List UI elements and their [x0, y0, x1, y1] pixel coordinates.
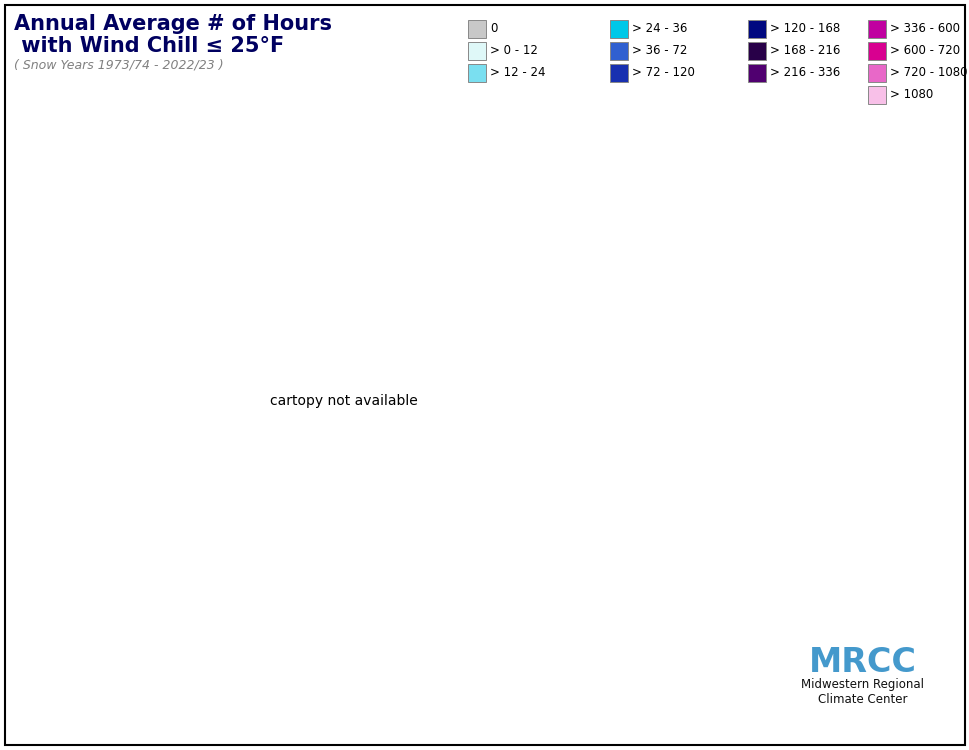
Bar	[467, 20, 485, 38]
Bar	[867, 20, 885, 38]
Text: > 12 - 24: > 12 - 24	[489, 67, 545, 80]
Text: > 336 - 600: > 336 - 600	[890, 22, 959, 35]
Text: > 168 - 216: > 168 - 216	[769, 44, 839, 58]
Text: > 72 - 120: > 72 - 120	[632, 67, 694, 80]
Text: > 216 - 336: > 216 - 336	[769, 67, 839, 80]
Text: > 1080: > 1080	[890, 88, 932, 101]
Text: with Wind Chill ≤ 25°F: with Wind Chill ≤ 25°F	[14, 36, 284, 56]
Bar	[747, 42, 766, 60]
Text: > 600 - 720: > 600 - 720	[890, 44, 959, 58]
Text: Midwestern Regional
Climate Center: Midwestern Regional Climate Center	[800, 678, 923, 706]
Text: > 24 - 36: > 24 - 36	[632, 22, 687, 35]
Bar	[867, 64, 885, 82]
Text: MRCC: MRCC	[808, 646, 916, 679]
Text: 0: 0	[489, 22, 497, 35]
Text: > 120 - 168: > 120 - 168	[769, 22, 839, 35]
Bar	[610, 64, 627, 82]
Text: Annual Average # of Hours: Annual Average # of Hours	[14, 14, 331, 34]
Text: ( Snow Years 1973/74 - 2022/23 ): ( Snow Years 1973/74 - 2022/23 )	[14, 58, 224, 71]
Bar	[610, 20, 627, 38]
Bar	[467, 64, 485, 82]
Bar	[747, 20, 766, 38]
Text: > 36 - 72: > 36 - 72	[632, 44, 687, 58]
Text: > 0 - 12: > 0 - 12	[489, 44, 538, 58]
Bar	[747, 64, 766, 82]
Bar	[467, 42, 485, 60]
Bar	[867, 86, 885, 104]
Text: cartopy not available: cartopy not available	[270, 394, 418, 408]
Bar	[867, 42, 885, 60]
Bar	[610, 42, 627, 60]
Text: > 720 - 1080: > 720 - 1080	[890, 67, 966, 80]
